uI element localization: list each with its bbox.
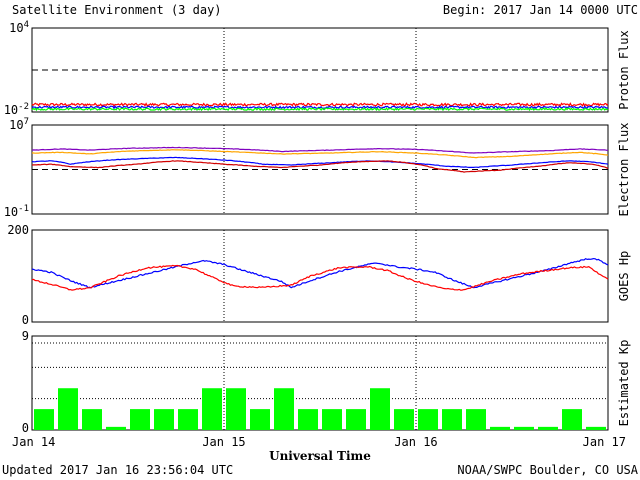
- y-tick-label: 107: [9, 117, 29, 132]
- panel-frame: [31, 335, 609, 431]
- y-tick-label: 10-2: [4, 102, 29, 117]
- series-line-crimson: [31, 160, 609, 173]
- kp-bar: [490, 426, 510, 430]
- panel-frame: [31, 27, 609, 113]
- kp-bar: [562, 409, 582, 430]
- kp-bar: [346, 409, 366, 430]
- kp-bar: [418, 409, 438, 430]
- y-axis-label: Electron Flux: [617, 123, 631, 217]
- begin-label: Begin: 2017 Jan 14 0000 UTC: [443, 3, 638, 17]
- chart-title: Satellite Environment (3 day): [12, 3, 222, 17]
- series-line-blue: [31, 257, 609, 289]
- kp-bar: [538, 426, 558, 430]
- y-tick-exponent: 7: [24, 117, 29, 127]
- y-tick-label: 0: [22, 313, 29, 327]
- series-line-blue: [31, 105, 608, 110]
- x-tick-label: Jan 15: [202, 435, 245, 449]
- series-line-red: [31, 264, 609, 291]
- y-tick-label: 10-1: [4, 204, 29, 219]
- panel-frame: [31, 229, 609, 323]
- updated-label: Updated 2017 Jan 16 23:56:04 UTC: [2, 463, 233, 477]
- kp-bar: [202, 388, 222, 430]
- goes-hp-panel: GOES Hp 200 0: [7, 223, 631, 327]
- credit-label: NOAA/SWPC Boulder, CO USA: [457, 463, 638, 477]
- y-axis-label: Proton Flux: [617, 30, 631, 109]
- y-tick-label: 9: [22, 329, 29, 343]
- kp-bar: [298, 409, 318, 430]
- estimated-kp-panel: Estimated Kp 9 0: [22, 329, 631, 435]
- x-axis-title: Universal Time: [269, 449, 371, 463]
- kp-bar: [106, 426, 126, 430]
- series-line-blue: [31, 156, 609, 169]
- kp-bar: [226, 388, 246, 430]
- y-tick-label: 104: [9, 20, 29, 35]
- series-line-red: [31, 102, 609, 107]
- kp-bar: [82, 409, 102, 430]
- y-tick-exponent: 4: [24, 20, 29, 30]
- y-axis-label: Estimated Kp: [617, 340, 631, 427]
- x-tick-label: Jan 14: [12, 435, 55, 449]
- y-tick-label: 0: [22, 421, 29, 435]
- kp-bar: [394, 409, 414, 430]
- x-axis-tick-labels: Jan 14 Jan 15 Jan 16 Jan 17: [12, 435, 626, 449]
- kp-bar: [58, 388, 78, 430]
- kp-bar: [274, 388, 294, 430]
- kp-bar: [586, 426, 606, 430]
- y-tick-exponent: -1: [18, 204, 29, 214]
- kp-bar: [514, 426, 534, 430]
- kp-bar: [34, 409, 54, 430]
- series-line-orange: [31, 149, 609, 159]
- proton-flux-panel: Proton Flux 104 10-2: [4, 20, 631, 117]
- y-tick-exponent: -2: [18, 102, 29, 112]
- kp-bar: [154, 409, 174, 430]
- kp-bar: [322, 409, 342, 430]
- y-axis-label: GOES Hp: [617, 251, 631, 302]
- kp-bar: [130, 409, 150, 430]
- y-tick-label: 200: [7, 223, 29, 237]
- kp-bar: [370, 388, 390, 430]
- series-line-green: [31, 107, 609, 112]
- kp-bar: [466, 409, 486, 430]
- panel-frame: [31, 124, 609, 215]
- kp-bar: [250, 409, 270, 430]
- kp-bar: [178, 409, 198, 430]
- x-tick-label: Jan 16: [394, 435, 437, 449]
- electron-flux-panel: Electron Flux 107 10-1: [4, 117, 631, 219]
- x-tick-label: Jan 17: [583, 435, 626, 449]
- series-line-purple: [31, 146, 609, 154]
- kp-bar: [442, 409, 462, 430]
